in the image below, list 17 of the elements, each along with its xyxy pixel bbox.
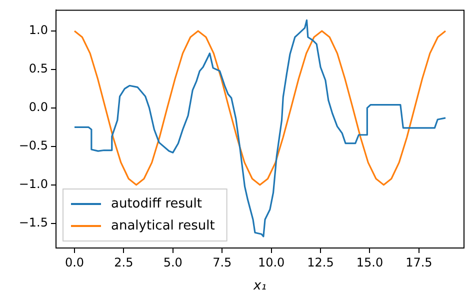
legend-label: autodiff result xyxy=(111,196,202,212)
y-tick-label: −0.5 xyxy=(18,138,48,153)
y-tick-label: 0.0 xyxy=(28,100,48,114)
y-tick-label: 0.5 xyxy=(28,62,48,76)
x-tick-label: 17.5 xyxy=(406,255,432,270)
x-tick-label: 0.0 xyxy=(64,255,84,270)
x-tick-label: 5.0 xyxy=(163,255,182,270)
x-tick-label: 7.5 xyxy=(212,255,232,270)
y-tick-label: 1.0 xyxy=(28,23,48,38)
x-tick-label: 15.0 xyxy=(356,255,384,270)
x-tick-label: 2.5 xyxy=(114,255,134,270)
y-tick-label: −1.0 xyxy=(18,177,48,192)
x-axis-title: x₁ xyxy=(252,278,266,294)
legend-label: analytical result xyxy=(111,218,215,234)
x-tick-label: 10.0 xyxy=(258,255,285,270)
x-tick-label: 12.5 xyxy=(307,255,334,270)
y-tick-label: −1.5 xyxy=(18,216,48,230)
